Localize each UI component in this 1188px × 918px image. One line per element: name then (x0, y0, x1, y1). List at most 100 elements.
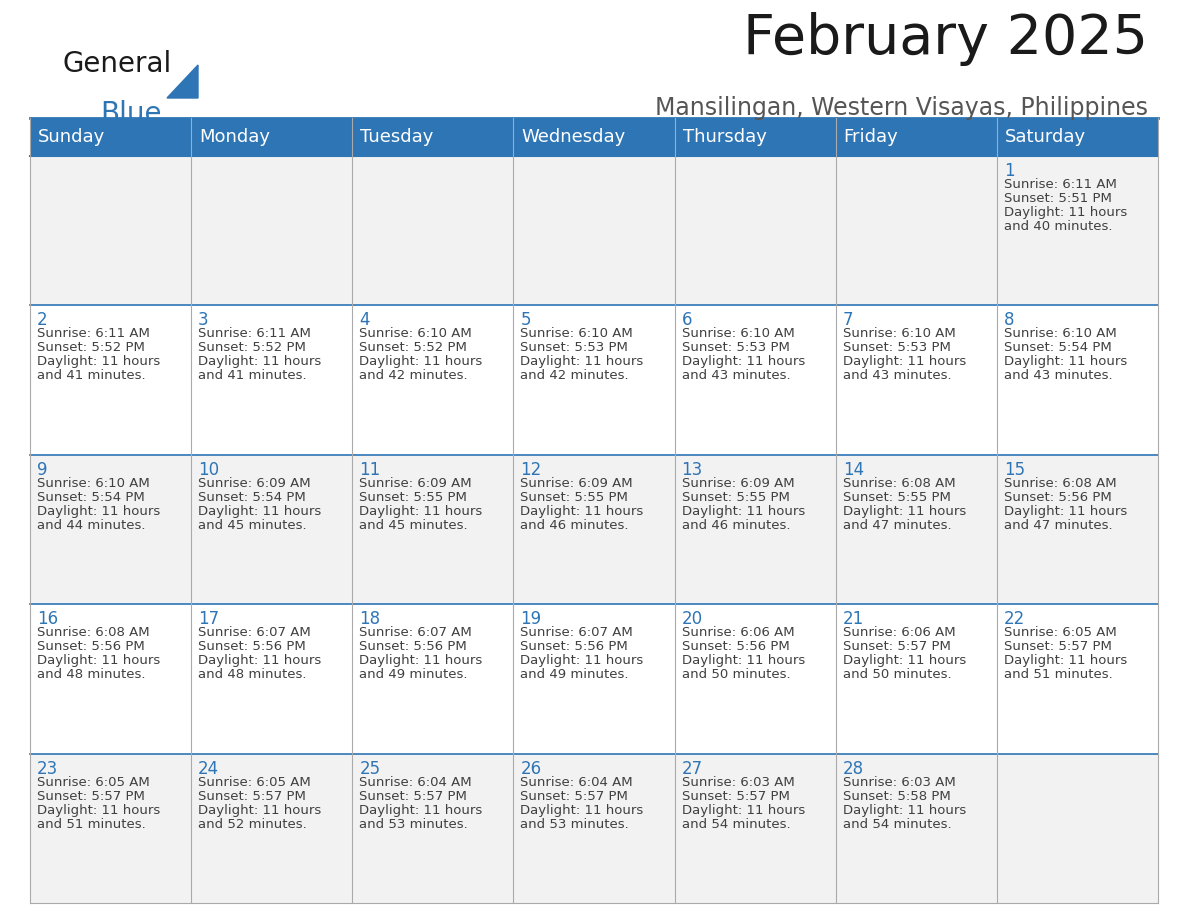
Text: Sunset: 5:56 PM: Sunset: 5:56 PM (198, 640, 305, 654)
Text: Sunrise: 6:10 AM: Sunrise: 6:10 AM (359, 328, 472, 341)
Text: Daylight: 11 hours: Daylight: 11 hours (359, 355, 482, 368)
Text: and 50 minutes.: and 50 minutes. (682, 668, 790, 681)
Text: and 43 minutes.: and 43 minutes. (1004, 369, 1112, 383)
Text: and 40 minutes.: and 40 minutes. (1004, 220, 1112, 233)
Text: Sunrise: 6:10 AM: Sunrise: 6:10 AM (842, 328, 955, 341)
Text: 20: 20 (682, 610, 702, 628)
Bar (30, 306, 1158, 454)
Text: Daylight: 11 hours: Daylight: 11 hours (682, 803, 804, 817)
Bar (30, 156, 1158, 306)
Text: Sunset: 5:57 PM: Sunset: 5:57 PM (520, 789, 628, 802)
Text: and 48 minutes.: and 48 minutes. (37, 668, 145, 681)
Text: Daylight: 11 hours: Daylight: 11 hours (842, 655, 966, 667)
Text: Daylight: 11 hours: Daylight: 11 hours (682, 655, 804, 667)
Text: and 51 minutes.: and 51 minutes. (37, 818, 146, 831)
Polygon shape (168, 65, 198, 98)
Text: 18: 18 (359, 610, 380, 628)
Text: Mansilingan, Western Visayas, Philippines: Mansilingan, Western Visayas, Philippine… (655, 96, 1148, 120)
Bar (30, 118, 1158, 156)
Text: and 53 minutes.: and 53 minutes. (520, 818, 630, 831)
Text: and 52 minutes.: and 52 minutes. (198, 818, 307, 831)
Text: Sunset: 5:54 PM: Sunset: 5:54 PM (1004, 341, 1112, 354)
Text: and 54 minutes.: and 54 minutes. (682, 818, 790, 831)
Text: Blue: Blue (100, 100, 162, 128)
Text: 26: 26 (520, 759, 542, 778)
Bar (30, 454, 1158, 604)
Text: 8: 8 (1004, 311, 1015, 330)
Text: Daylight: 11 hours: Daylight: 11 hours (359, 655, 482, 667)
Text: Daylight: 11 hours: Daylight: 11 hours (842, 355, 966, 368)
Text: Daylight: 11 hours: Daylight: 11 hours (842, 803, 966, 817)
Text: Sunset: 5:53 PM: Sunset: 5:53 PM (682, 341, 790, 354)
Text: Wednesday: Wednesday (522, 128, 626, 146)
Text: Sunrise: 6:10 AM: Sunrise: 6:10 AM (1004, 328, 1117, 341)
Text: Tuesday: Tuesday (360, 128, 434, 146)
Text: Daylight: 11 hours: Daylight: 11 hours (1004, 355, 1127, 368)
Text: and 42 minutes.: and 42 minutes. (359, 369, 468, 383)
Text: 2: 2 (37, 311, 48, 330)
Text: 17: 17 (198, 610, 220, 628)
Text: Sunset: 5:55 PM: Sunset: 5:55 PM (842, 491, 950, 504)
Text: 21: 21 (842, 610, 864, 628)
Text: Sunset: 5:56 PM: Sunset: 5:56 PM (520, 640, 628, 654)
Text: Sunset: 5:58 PM: Sunset: 5:58 PM (842, 789, 950, 802)
Text: Sunrise: 6:11 AM: Sunrise: 6:11 AM (198, 328, 311, 341)
Text: 6: 6 (682, 311, 693, 330)
Text: Sunset: 5:56 PM: Sunset: 5:56 PM (1004, 491, 1112, 504)
Text: 11: 11 (359, 461, 380, 479)
Text: Friday: Friday (843, 128, 898, 146)
Text: 15: 15 (1004, 461, 1025, 479)
Text: Sunrise: 6:04 AM: Sunrise: 6:04 AM (359, 776, 472, 789)
Text: 16: 16 (37, 610, 58, 628)
Text: Sunrise: 6:05 AM: Sunrise: 6:05 AM (198, 776, 311, 789)
Text: Daylight: 11 hours: Daylight: 11 hours (1004, 655, 1127, 667)
Text: and 54 minutes.: and 54 minutes. (842, 818, 952, 831)
Text: Daylight: 11 hours: Daylight: 11 hours (37, 803, 160, 817)
Text: Sunset: 5:57 PM: Sunset: 5:57 PM (1004, 640, 1112, 654)
Text: Sunrise: 6:06 AM: Sunrise: 6:06 AM (842, 626, 955, 639)
Text: Sunrise: 6:05 AM: Sunrise: 6:05 AM (1004, 626, 1117, 639)
Text: Daylight: 11 hours: Daylight: 11 hours (198, 355, 322, 368)
Text: and 44 minutes.: and 44 minutes. (37, 519, 145, 532)
Text: Sunset: 5:56 PM: Sunset: 5:56 PM (37, 640, 145, 654)
Bar (30, 754, 1158, 903)
Text: 1: 1 (1004, 162, 1015, 180)
Text: February 2025: February 2025 (742, 12, 1148, 66)
Text: Sunrise: 6:07 AM: Sunrise: 6:07 AM (359, 626, 472, 639)
Text: Sunset: 5:56 PM: Sunset: 5:56 PM (359, 640, 467, 654)
Text: Sunrise: 6:07 AM: Sunrise: 6:07 AM (198, 626, 311, 639)
Text: Sunrise: 6:04 AM: Sunrise: 6:04 AM (520, 776, 633, 789)
Text: and 43 minutes.: and 43 minutes. (682, 369, 790, 383)
Text: 14: 14 (842, 461, 864, 479)
Text: Sunrise: 6:08 AM: Sunrise: 6:08 AM (37, 626, 150, 639)
Text: Sunrise: 6:07 AM: Sunrise: 6:07 AM (520, 626, 633, 639)
Text: Sunrise: 6:11 AM: Sunrise: 6:11 AM (1004, 178, 1117, 191)
Text: 9: 9 (37, 461, 48, 479)
Text: 4: 4 (359, 311, 369, 330)
Text: and 45 minutes.: and 45 minutes. (359, 519, 468, 532)
Text: Sunset: 5:57 PM: Sunset: 5:57 PM (359, 789, 467, 802)
Text: 24: 24 (198, 759, 220, 778)
Text: Daylight: 11 hours: Daylight: 11 hours (520, 355, 644, 368)
Text: Sunset: 5:53 PM: Sunset: 5:53 PM (842, 341, 950, 354)
Text: Sunset: 5:55 PM: Sunset: 5:55 PM (359, 491, 467, 504)
Text: Sunset: 5:53 PM: Sunset: 5:53 PM (520, 341, 628, 354)
Text: Sunset: 5:57 PM: Sunset: 5:57 PM (198, 789, 307, 802)
Text: Daylight: 11 hours: Daylight: 11 hours (520, 803, 644, 817)
Text: Sunset: 5:55 PM: Sunset: 5:55 PM (682, 491, 790, 504)
Text: Sunrise: 6:09 AM: Sunrise: 6:09 AM (682, 476, 795, 490)
Text: and 49 minutes.: and 49 minutes. (520, 668, 628, 681)
Text: Sunrise: 6:09 AM: Sunrise: 6:09 AM (520, 476, 633, 490)
Text: Sunrise: 6:08 AM: Sunrise: 6:08 AM (842, 476, 955, 490)
Text: Sunset: 5:52 PM: Sunset: 5:52 PM (359, 341, 467, 354)
Text: Daylight: 11 hours: Daylight: 11 hours (198, 655, 322, 667)
Text: Daylight: 11 hours: Daylight: 11 hours (682, 505, 804, 518)
Text: Daylight: 11 hours: Daylight: 11 hours (37, 355, 160, 368)
Text: and 51 minutes.: and 51 minutes. (1004, 668, 1113, 681)
Text: 7: 7 (842, 311, 853, 330)
Text: 13: 13 (682, 461, 703, 479)
Text: and 43 minutes.: and 43 minutes. (842, 369, 952, 383)
Text: 22: 22 (1004, 610, 1025, 628)
Text: Sunset: 5:57 PM: Sunset: 5:57 PM (682, 789, 790, 802)
Text: and 49 minutes.: and 49 minutes. (359, 668, 468, 681)
